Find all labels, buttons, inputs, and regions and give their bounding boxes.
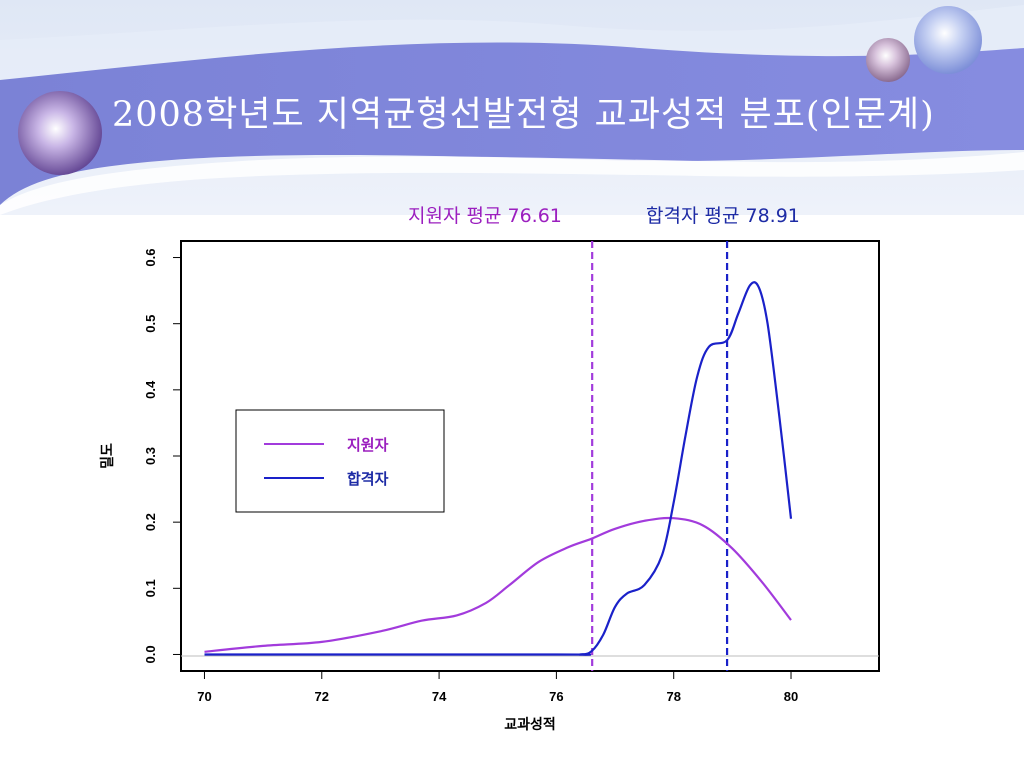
x-axis: 70 72 74 76 78 80 (197, 671, 798, 704)
y-axis: 0.0 0.1 0.2 0.3 0.4 0.5 0.6 (143, 248, 181, 664)
series-line-admitted (204, 281, 793, 656)
y-tick-label: 0.5 (143, 315, 158, 333)
series-group (204, 281, 793, 656)
legend-label-applicant: 지원자 (347, 437, 389, 454)
y-tick-label: 0.1 (143, 579, 158, 597)
legend-label-admitted: 합격자 (347, 470, 389, 488)
x-tick-label: 74 (432, 689, 447, 704)
title-banner (0, 0, 1024, 215)
mean-annotations: 지원자 평균 76.61 합격자 평균 78.91 (0, 201, 1024, 231)
legend-box (235, 409, 445, 513)
applicant-mean-label: 지원자 평균 76.61 (408, 205, 562, 227)
y-tick-label: 0.0 (143, 645, 158, 663)
series-line-applicant (204, 516, 792, 653)
y-tick-label: 0.4 (143, 380, 158, 399)
legend: 지원자 합격자 (235, 409, 445, 513)
x-tick-label: 78 (666, 689, 680, 704)
x-tick-label: 72 (315, 689, 329, 704)
y-tick-label: 0.2 (143, 513, 158, 531)
x-tick-label: 70 (197, 689, 211, 704)
y-tick-label: 0.3 (143, 447, 158, 465)
mean-lines (591, 241, 729, 671)
y-tick-label: 0.6 (143, 248, 158, 266)
x-axis-label: 교과성적 (504, 716, 556, 732)
y-axis-label: 밀도 (99, 443, 115, 469)
x-tick-label: 80 (784, 689, 798, 704)
admitted-mean-label: 합격자 평균 78.91 (646, 205, 800, 227)
slide-title: 2008학년도 지역균형선발전형 교과성적 분포(인문계) (112, 95, 935, 135)
x-tick-label: 76 (549, 689, 563, 704)
